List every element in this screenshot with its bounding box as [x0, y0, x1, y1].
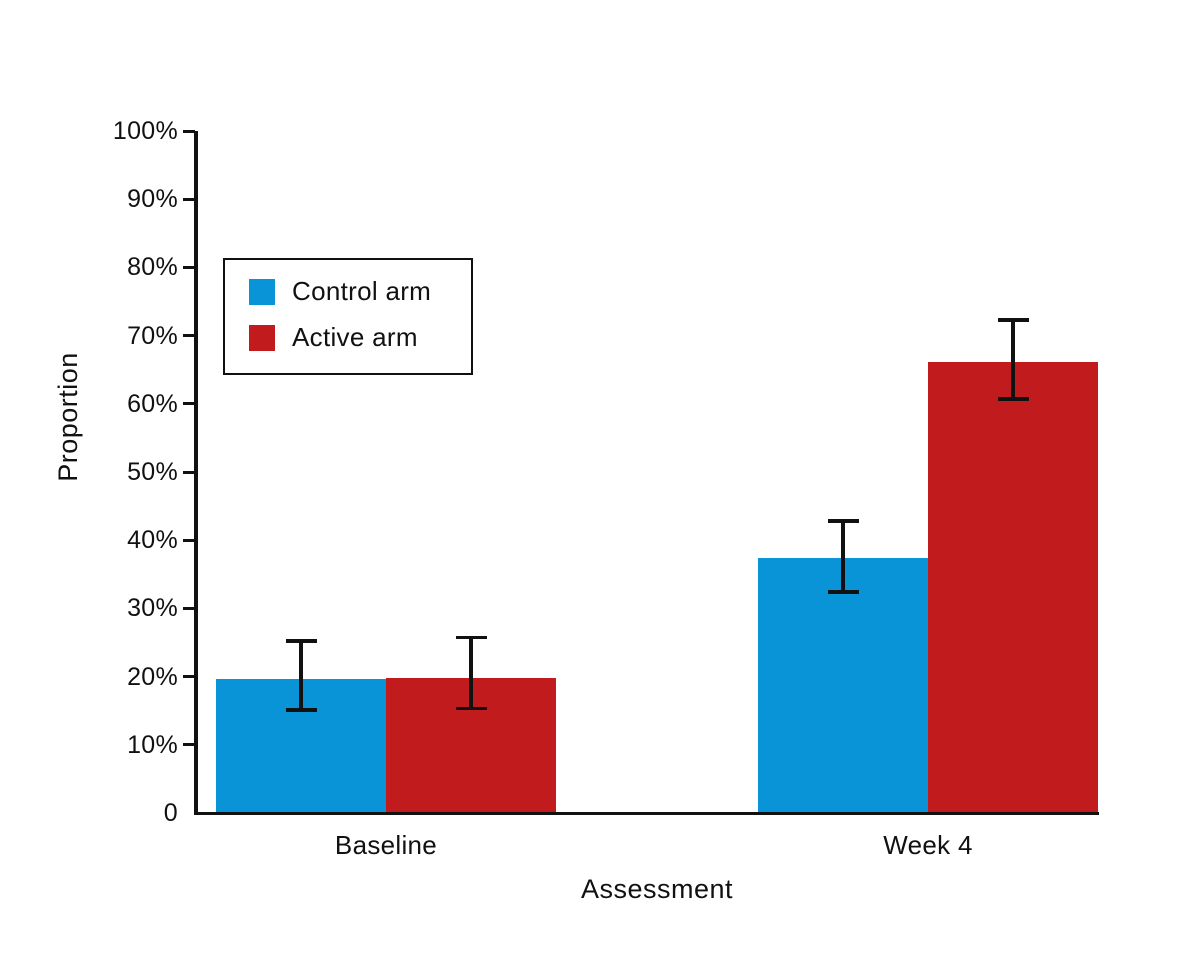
y-tick-20: [183, 675, 195, 679]
y-axis-line: [194, 131, 198, 815]
legend-label: Control arm: [292, 276, 432, 306]
y-tick-label-60: 60%: [127, 389, 178, 418]
legend-item-control-arm: Control arm: [249, 276, 432, 306]
error-bar-cap-high-active-arm-week-4: [997, 318, 1029, 322]
error-bar-cap-low-active-arm-baseline: [455, 706, 487, 711]
y-tick-label-50: 50%: [127, 458, 178, 486]
error-bar-cap-high-control-arm-baseline: [285, 639, 317, 643]
x-tick-label-week-4: Week 4: [883, 830, 973, 860]
y-tick-label-0: 0: [163, 799, 178, 827]
error-bar-line-control-arm-week-4: [841, 521, 845, 593]
y-tick-90: [183, 197, 195, 201]
control-arm-swatch-icon: [249, 278, 275, 305]
error-bar-cap-high-control-arm-week-4: [827, 519, 859, 523]
error-bar-cap-low-control-arm-week-4: [827, 590, 859, 594]
x-axis-title: Assessment: [580, 874, 734, 904]
error-bar-cap-low-active-arm-week-4: [997, 397, 1029, 401]
y-tick-label-10: 10%: [127, 730, 178, 759]
error-bar-cap-low-control-arm-baseline: [285, 708, 317, 712]
x-tick-label-baseline: Baseline: [334, 830, 438, 860]
error-bar-line-active-arm-baseline: [469, 637, 473, 709]
y-tick-40: [183, 538, 195, 542]
y-tick-label-30: 30%: [127, 594, 178, 623]
legend-label: Active arm: [292, 322, 418, 352]
legend-item-active-arm: Active arm: [249, 322, 418, 352]
y-tick-label-20: 20%: [127, 662, 178, 691]
error-bar-line-active-arm-week-4: [1011, 319, 1015, 400]
y-tick-30: [183, 606, 195, 610]
legend: Control arm Active arm: [223, 258, 473, 375]
y-tick-label-70: 70%: [127, 321, 178, 350]
active-arm-swatch-icon: [249, 324, 275, 351]
y-tick-50: [183, 470, 195, 474]
y-tick-label-90: 90%: [127, 185, 178, 214]
y-axis-title: Proportion: [53, 352, 83, 482]
error-bar-line-control-arm-baseline: [299, 641, 303, 710]
y-tick-100: [183, 129, 195, 133]
y-tick-label-100: 100%: [112, 117, 178, 145]
y-tick-label-40: 40%: [127, 526, 178, 555]
bar-active-arm-week-4: [928, 362, 1098, 815]
x-axis-line: [194, 811, 1099, 815]
bar-control-arm-week-4: [758, 557, 928, 815]
y-tick-70: [183, 334, 195, 338]
error-bar-cap-high-active-arm-baseline: [455, 635, 487, 640]
y-tick-10: [183, 743, 195, 747]
y-tick-80: [183, 265, 195, 269]
y-tick-label-80: 80%: [127, 253, 178, 282]
y-tick-60: [183, 402, 195, 406]
